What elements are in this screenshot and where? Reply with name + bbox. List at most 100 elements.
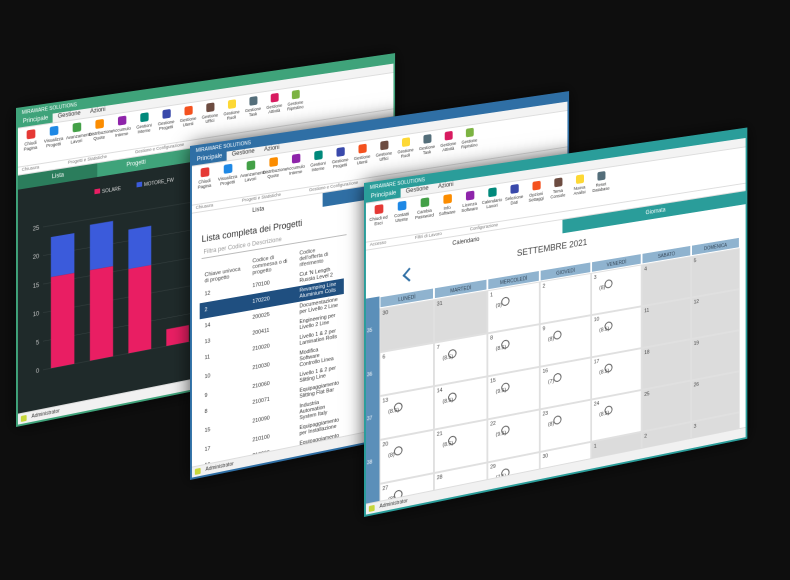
button-icon (49, 126, 58, 136)
day-number: 28 (437, 474, 443, 481)
ribbon-button[interactable]: Gestione Task (243, 94, 263, 130)
day-number: 22 (490, 421, 496, 428)
ribbon-button[interactable]: Chiudi Pagina (20, 127, 41, 164)
ribbon-button[interactable]: Info Software (437, 192, 458, 229)
day-number: 3 (694, 424, 697, 430)
button-icon (291, 90, 299, 100)
ribbon-button[interactable]: Chiudi ed Esci (368, 202, 389, 239)
button-icon (270, 93, 278, 103)
day-number: 15 (490, 378, 496, 385)
button-label: Gestione Attività (266, 103, 282, 115)
button-label: Visualizza Progetti (218, 174, 237, 187)
week-number: 37 (367, 415, 372, 422)
button-icon (200, 167, 209, 177)
button-icon (223, 164, 232, 174)
button-label: Licenza Software (461, 201, 478, 213)
day-number: 10 (594, 317, 599, 324)
ribbon-button[interactable]: Gestione Progetti (156, 107, 176, 143)
ribbon-button[interactable]: Avanzamento Lavori (240, 158, 261, 195)
button-label: Visualizza Progetti (44, 136, 63, 149)
button-icon (488, 187, 496, 197)
bar (51, 273, 74, 368)
ribbon-button[interactable]: Visualizza Progetti (217, 162, 238, 199)
ribbon-button[interactable]: Gestione Ripristino (460, 126, 479, 161)
button-label: Gestione Ripristino (461, 138, 477, 150)
ribbon-button[interactable]: Gestione Attività (439, 129, 458, 164)
ribbon-button[interactable]: Tema Console (548, 176, 568, 212)
ribbon-button[interactable]: Nuova Analisi (570, 172, 590, 208)
bar (90, 221, 113, 270)
ribbon-button[interactable]: Cambia Password (414, 195, 435, 232)
y-tick-label: 20 (33, 254, 40, 261)
day-number: 27 (382, 485, 388, 492)
bar (166, 325, 189, 346)
ribbon-button[interactable]: Contatti Utente (391, 199, 412, 236)
button-label: Chiudi Pagina (24, 140, 38, 152)
y-tick-label: 5 (36, 340, 40, 347)
button-icon (249, 96, 257, 106)
week-number: 35 (367, 328, 372, 335)
button-label: Gestione Utenti (354, 154, 370, 166)
day-number: 1 (594, 444, 597, 450)
ribbon-button[interactable]: Gestione Ruoli (222, 97, 242, 133)
nav-arrow-prev[interactable] (402, 268, 416, 282)
ribbon-button[interactable]: Chiudi Pagina (194, 165, 215, 202)
ribbon-button[interactable]: Accumulo Interne (285, 152, 306, 188)
button-icon (420, 197, 429, 207)
ribbon-button[interactable]: Gestione Ripristino (286, 88, 305, 123)
ribbon-button[interactable]: Selezione Dati (504, 182, 524, 218)
ribbon-button[interactable]: Visualizza Progetti (43, 124, 64, 161)
legend-swatch (137, 182, 143, 188)
ribbon-button[interactable]: Gestione Progetti (330, 145, 350, 181)
ribbon-button[interactable]: Gestioni Interne (134, 110, 154, 146)
day-number: 29 (490, 464, 496, 471)
button-icon (314, 150, 322, 160)
day-number: 21 (437, 431, 443, 438)
button-label: Tema Console (550, 188, 565, 200)
ribbon-button[interactable]: Reset Database (591, 169, 611, 205)
bar (90, 266, 113, 361)
ribbon-button[interactable]: Gestione Task (417, 132, 437, 168)
ribbon-button[interactable]: Gestione Ruoli (396, 135, 416, 171)
day-number: 24 (594, 401, 599, 408)
button-label: Chiudi ed Esci (369, 214, 387, 226)
button-icon (206, 102, 214, 112)
ribbon-button[interactable]: Distribuzione Quote (263, 155, 284, 192)
ribbon-button[interactable]: Accumulo Interne (111, 114, 132, 150)
button-label: Gestione Task (419, 144, 435, 155)
button-icon (380, 140, 388, 150)
day-number: 18 (644, 349, 649, 356)
ribbon-button[interactable]: Gestione Utenti (178, 104, 198, 140)
legend-swatch (94, 188, 100, 194)
ribbon-button[interactable]: Gestioni Interne (308, 148, 328, 184)
day-number: 2 (644, 434, 647, 440)
button-label: Gestione Task (245, 106, 261, 117)
day-number: 11 (644, 308, 649, 315)
status-user: Administrator (205, 461, 233, 473)
ribbon-button[interactable]: Gestione Uffici (374, 139, 394, 175)
day-number: 2 (542, 284, 545, 290)
ribbon-button[interactable]: Calendario Lavori (482, 185, 502, 221)
button-label: Gestione Attività (440, 141, 456, 153)
button-icon (374, 204, 383, 214)
button-label: Cambia Password (415, 208, 434, 220)
button-label: Chiudi Pagina (198, 178, 212, 190)
button-label: Contatti Utente (394, 211, 409, 223)
ribbon-button[interactable]: Opzioni Settaggi (526, 179, 546, 215)
button-label: Gestione Ruoli (397, 147, 413, 159)
ribbon-button[interactable]: Gestione Uffici (200, 101, 220, 137)
day-number: 20 (382, 441, 388, 448)
ribbon-button[interactable]: Licenza Software (459, 189, 480, 225)
button-icon (575, 174, 583, 184)
button-icon (554, 177, 562, 187)
ribbon-button[interactable]: Gestione Utenti (352, 142, 372, 178)
button-icon (510, 184, 518, 194)
button-label: Gestione Progetti (158, 119, 175, 131)
button-icon (26, 129, 35, 139)
day-number: 26 (694, 382, 699, 389)
ribbon-button[interactable]: Distribuzione Quote (89, 117, 110, 154)
button-icon (72, 122, 81, 132)
ribbon-button[interactable]: Gestione Attività (265, 91, 284, 126)
ribbon-button[interactable]: Avanzamento Lavori (66, 120, 87, 157)
